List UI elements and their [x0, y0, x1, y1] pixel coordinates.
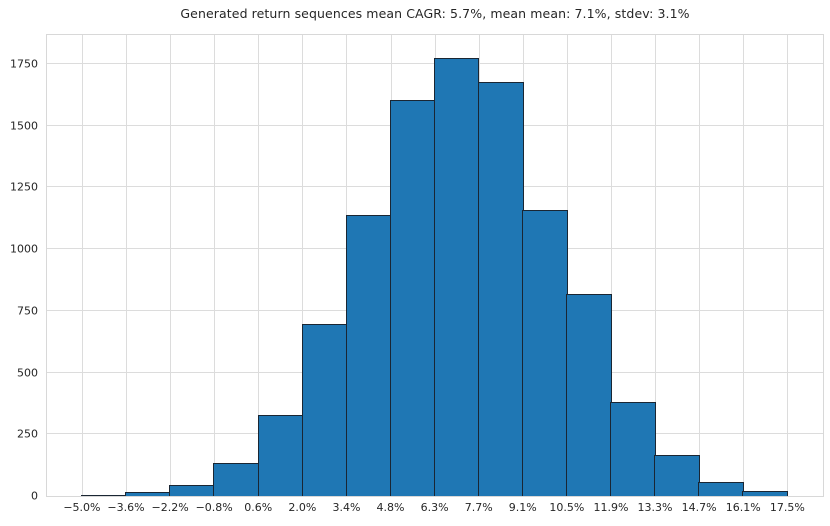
- gridline-vertical: [743, 35, 745, 496]
- y-tick-label: 1750: [10, 57, 38, 71]
- y-tick-label: 500: [17, 366, 38, 380]
- histogram-bar: [213, 462, 259, 496]
- histogram-bar: [433, 57, 480, 496]
- x-tick-label: 10.5%: [549, 501, 585, 514]
- y-tick-label: 0: [31, 489, 38, 503]
- x-tick-label: 6.3%: [420, 501, 449, 514]
- x-tick-label: 3.4%: [332, 501, 361, 514]
- gridline-vertical: [610, 35, 612, 496]
- x-tick-label: 13.3%: [637, 501, 673, 514]
- gridline-vertical: [214, 35, 216, 496]
- histogram-bar: [698, 482, 744, 496]
- histogram-bar: [389, 99, 436, 496]
- gridline-vertical: [126, 35, 127, 496]
- x-tick-label: −2.2%: [151, 501, 189, 514]
- y-tick-label: 1000: [10, 242, 38, 256]
- histogram-bar: [522, 209, 568, 496]
- x-tick-label: 0.6%: [244, 501, 273, 514]
- chart-title: Generated return sequences mean CAGR: 5.…: [180, 6, 690, 21]
- x-tick-label: 14.7%: [681, 501, 717, 514]
- gridline-vertical: [258, 35, 260, 496]
- y-tick-label: 250: [17, 427, 38, 441]
- gridline-vertical: [170, 35, 172, 496]
- histogram-bar: [81, 494, 127, 496]
- x-tick-label: 2.0%: [288, 501, 317, 514]
- histogram-bar: [742, 491, 789, 496]
- gridline-vertical: [699, 35, 701, 496]
- histogram-bar: [257, 414, 304, 496]
- histogram-bar: [654, 455, 700, 496]
- histogram-bar: [610, 402, 656, 496]
- gridline-vertical: [81, 35, 83, 496]
- y-tick-label: 1250: [10, 180, 38, 194]
- histogram-bar: [169, 484, 215, 496]
- histogram-bar: [566, 293, 612, 496]
- histogram-bar: [125, 492, 171, 496]
- x-tick-label: 16.1%: [725, 501, 761, 514]
- x-tick-label: 7.7%: [464, 501, 493, 514]
- plot-area: 0 250 500 750 1000 1250 1500 1750 −5.0% −3.6% −2.2…: [10, 34, 824, 514]
- x-tick-label: 4.8%: [376, 501, 405, 514]
- histogram-bar: [345, 214, 392, 496]
- histogram-bar: [477, 82, 524, 496]
- histogram-bar: [301, 324, 348, 496]
- gridline-vertical: [655, 35, 657, 496]
- x-tick-label: 17.5%: [769, 501, 805, 514]
- x-tick-label: −3.6%: [107, 501, 145, 514]
- x-tick-label: −5.0%: [63, 501, 101, 514]
- gridline-vertical: [787, 35, 789, 496]
- gridline-vertical: [302, 35, 304, 496]
- x-tick-label: 9.1%: [508, 501, 537, 514]
- x-tick-label: 11.9%: [593, 501, 629, 514]
- y-tick-label: 1500: [10, 119, 38, 133]
- x-tick-label: −0.8%: [195, 501, 233, 514]
- y-tick-label: 750: [17, 304, 38, 318]
